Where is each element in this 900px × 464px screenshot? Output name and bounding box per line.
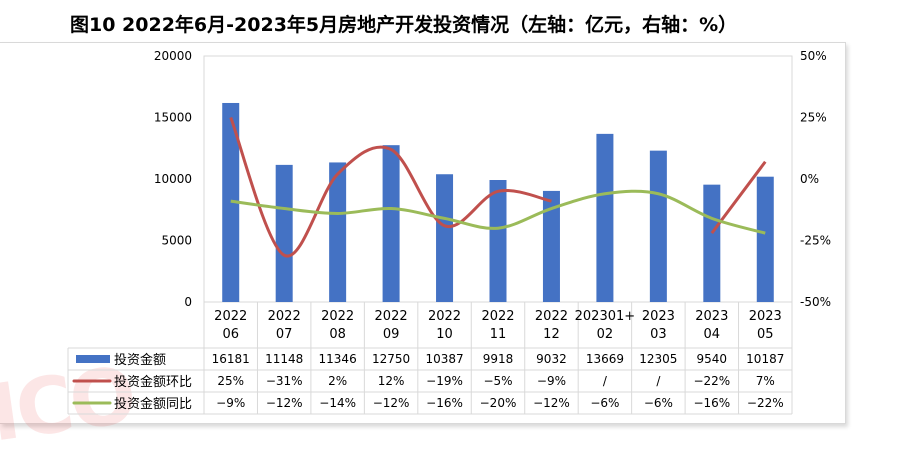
table-cell: 16181 bbox=[212, 352, 250, 366]
table-cell: −6% bbox=[590, 396, 619, 410]
table-cell: −22% bbox=[693, 374, 730, 388]
table-cell: 9032 bbox=[536, 352, 567, 366]
legend-key-bar bbox=[76, 355, 110, 363]
left-axis-tick: 15000 bbox=[154, 111, 192, 125]
category-label-line1: 2023 bbox=[695, 309, 728, 324]
table-cell: 7% bbox=[756, 374, 775, 388]
table-cell: / bbox=[656, 374, 661, 388]
table-cell: / bbox=[603, 374, 608, 388]
bar bbox=[596, 133, 614, 302]
table-cell: 2% bbox=[328, 374, 347, 388]
table-cell: 10387 bbox=[425, 352, 463, 366]
category-label-line2: 06 bbox=[222, 327, 239, 342]
table-cell: −12% bbox=[533, 396, 570, 410]
bar bbox=[436, 174, 454, 302]
category-label-line2: 08 bbox=[329, 327, 346, 342]
bar bbox=[756, 176, 774, 302]
bar bbox=[489, 180, 507, 302]
category-label-line1: 2022 bbox=[268, 309, 301, 324]
bar bbox=[542, 190, 560, 302]
left-axis-tick: 20000 bbox=[154, 49, 192, 63]
category-label-line1: 2022 bbox=[321, 309, 354, 324]
table-cell: −5% bbox=[483, 374, 512, 388]
table-cell: 10187 bbox=[746, 352, 784, 366]
bar bbox=[275, 164, 293, 302]
category-label-line2: 05 bbox=[757, 327, 774, 342]
category-label-line1: 2023 bbox=[749, 309, 782, 324]
table-cell: −12% bbox=[266, 396, 303, 410]
bar bbox=[382, 145, 400, 302]
category-label-line2: 11 bbox=[490, 327, 507, 342]
table-cell: −14% bbox=[319, 396, 356, 410]
table-cell: −9% bbox=[537, 374, 566, 388]
chart-title: 图10 2022年6月-2023年5月房地产开发投资情况（左轴：亿元，右轴：%） bbox=[70, 14, 738, 36]
right-axis-tick: -25% bbox=[800, 234, 831, 248]
table-cell: 11346 bbox=[319, 352, 357, 366]
chart-frame bbox=[0, 42, 846, 424]
category-label-line1: 2022 bbox=[535, 309, 568, 324]
mom-line bbox=[710, 160, 767, 235]
mom-line bbox=[229, 116, 552, 258]
right-axis-tick: 25% bbox=[800, 111, 827, 125]
category-label-line1: 2022 bbox=[428, 309, 461, 324]
table-cell: 12305 bbox=[639, 352, 677, 366]
category-label-line2: 07 bbox=[276, 327, 293, 342]
category-label-line1: 2022 bbox=[214, 309, 247, 324]
left-axis-tick: 5000 bbox=[161, 234, 192, 248]
right-axis-tick: 0% bbox=[800, 172, 819, 186]
legend-label: 投资金额同比 bbox=[114, 396, 192, 412]
legend-label: 投资金额环比 bbox=[114, 374, 192, 390]
category-label-line2: 09 bbox=[383, 327, 400, 342]
table-cell: −19% bbox=[426, 374, 463, 388]
table-cell: −22% bbox=[747, 396, 784, 410]
category-label-line1: 2023 bbox=[642, 309, 675, 324]
category-label-line2: 03 bbox=[650, 327, 667, 342]
category-label-line2: 02 bbox=[597, 327, 614, 342]
table-cell: −16% bbox=[426, 396, 463, 410]
bar bbox=[329, 162, 347, 302]
category-label-line1: 202301+ bbox=[575, 309, 636, 324]
table-cell: 12750 bbox=[372, 352, 410, 366]
category-label-line2: 12 bbox=[543, 327, 560, 342]
category-label-line2: 04 bbox=[704, 327, 721, 342]
category-label-line2: 10 bbox=[436, 327, 453, 342]
category-label-line1: 2022 bbox=[375, 309, 408, 324]
table-cell: 9918 bbox=[483, 352, 514, 366]
table-cell: 12% bbox=[378, 374, 405, 388]
table-cell: −9% bbox=[216, 396, 245, 410]
bar bbox=[703, 184, 721, 302]
table-cell: −16% bbox=[693, 396, 730, 410]
table-cell: 13669 bbox=[586, 352, 624, 366]
left-axis-tick: 10000 bbox=[154, 172, 192, 186]
table-cell: 25% bbox=[217, 374, 244, 388]
table-cell: −12% bbox=[373, 396, 410, 410]
left-axis-tick: 0 bbox=[184, 295, 192, 309]
table-cell: 9540 bbox=[697, 352, 728, 366]
right-axis-tick: -50% bbox=[800, 295, 831, 309]
yoy-line bbox=[230, 189, 766, 235]
category-label-line1: 2022 bbox=[481, 309, 514, 324]
table-cell: −6% bbox=[644, 396, 673, 410]
table-cell: −20% bbox=[480, 396, 517, 410]
right-axis-tick: 50% bbox=[800, 49, 827, 63]
bar bbox=[649, 150, 667, 302]
table-cell: −31% bbox=[266, 374, 303, 388]
table-cell: 11148 bbox=[265, 352, 303, 366]
legend-label: 投资金额 bbox=[114, 352, 166, 368]
